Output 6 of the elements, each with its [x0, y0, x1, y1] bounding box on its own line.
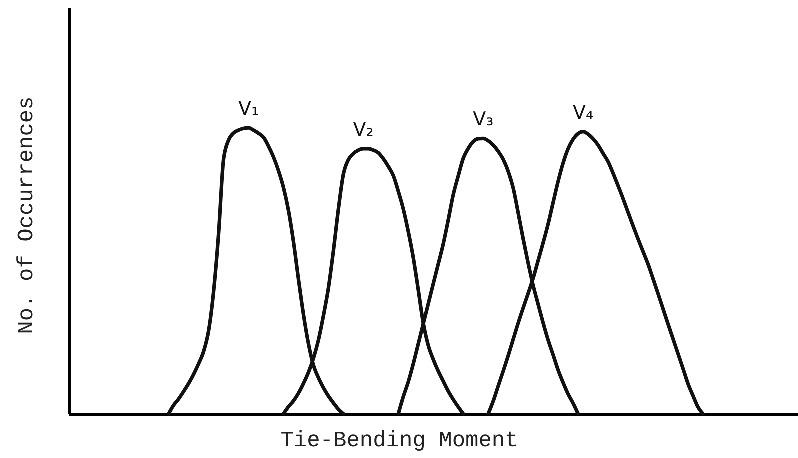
series-label: V₂	[353, 118, 374, 141]
series-label: V₁	[238, 98, 260, 120]
series-label: V₃	[473, 108, 494, 131]
x-axis-title: Tie-Bending Moment	[280, 428, 518, 454]
y-axis-title: No. of Occurrences	[14, 96, 40, 334]
series-label: V₄	[572, 102, 594, 124]
